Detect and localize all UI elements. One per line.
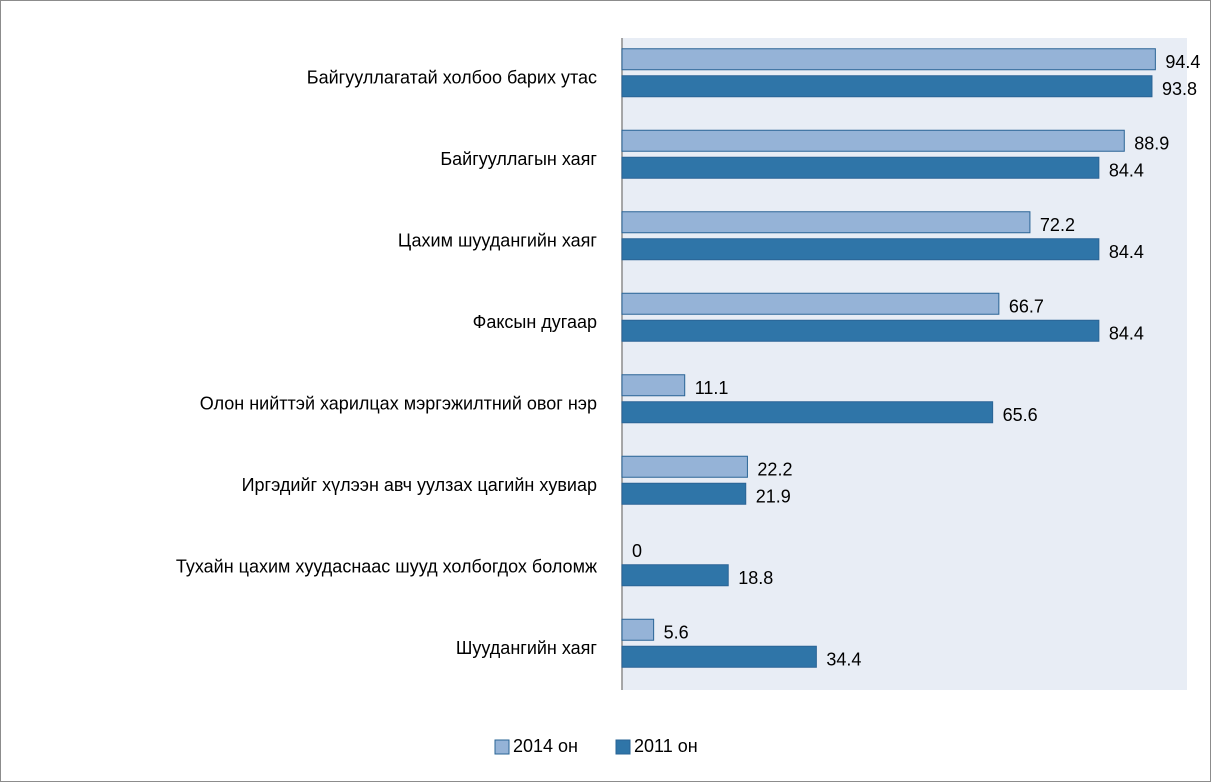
data-label: 94.4 [1165,52,1200,72]
y-tick-label: Шуудангийн хаяг [456,638,598,658]
bar [621,455,748,478]
bar [621,401,994,424]
data-label: 84.4 [1109,161,1144,181]
data-label: 84.4 [1109,324,1144,344]
bar [621,129,1125,152]
y-tick-label: Байгууллагатай холбоо барих утас [307,68,597,88]
bar [621,48,1156,71]
data-label: 21.9 [756,487,791,507]
y-tick-label: Байгууллагын хаяг [440,149,597,169]
bar [621,564,729,587]
bar [621,75,1153,98]
y-tick-label: Цахим шуудангийн хаяг [398,231,598,251]
data-label: 84.4 [1109,242,1144,262]
data-label: 0 [632,541,642,561]
y-tick-label: Тухайн цахим хуудаснаас шууд холбогдох б… [176,557,597,577]
legend-label: 2011 он [634,736,698,756]
bar [621,374,686,397]
data-label: 88.9 [1134,134,1169,154]
bar [621,156,1100,179]
y-tick-label: Иргэдийг хүлээн авч уулзах цагийн хувиар [242,475,597,495]
y-tick-label: Олон нийттэй харилцах мэргэжилтний овог … [200,394,597,414]
legend-swatch [494,739,510,755]
data-label: 72.2 [1040,215,1075,235]
bar [621,482,747,505]
bar [621,211,1031,234]
bar [621,319,1100,342]
data-label: 5.6 [664,623,689,643]
bar [621,645,817,668]
data-label: 11.1 [695,378,729,398]
legend-label: 2014 он [513,736,578,756]
data-label: 93.8 [1162,79,1197,99]
data-label: 22.2 [757,460,792,480]
bar [621,618,655,641]
data-label: 18.8 [738,568,773,588]
data-label: 34.4 [826,650,861,670]
data-label: 66.7 [1009,297,1044,317]
y-tick-label: Факсын дугаар [473,312,597,332]
bar [621,292,1000,315]
bar [621,238,1100,261]
data-label: 65.6 [1003,405,1038,425]
legend-swatch [615,739,631,755]
